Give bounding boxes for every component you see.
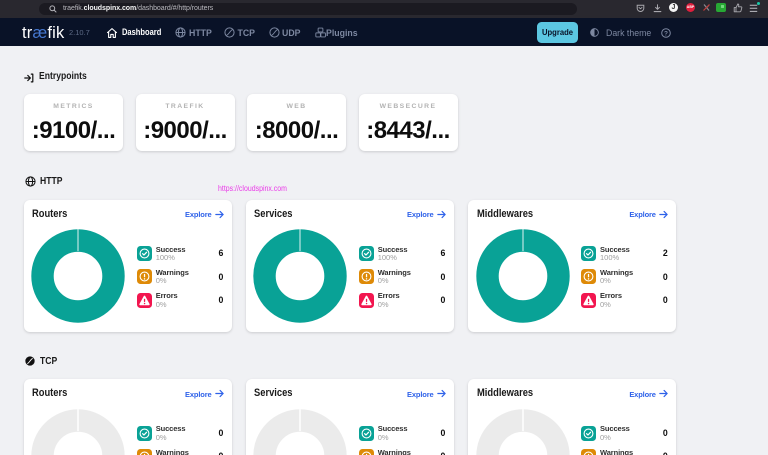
svg-text:?: ? <box>664 30 668 37</box>
